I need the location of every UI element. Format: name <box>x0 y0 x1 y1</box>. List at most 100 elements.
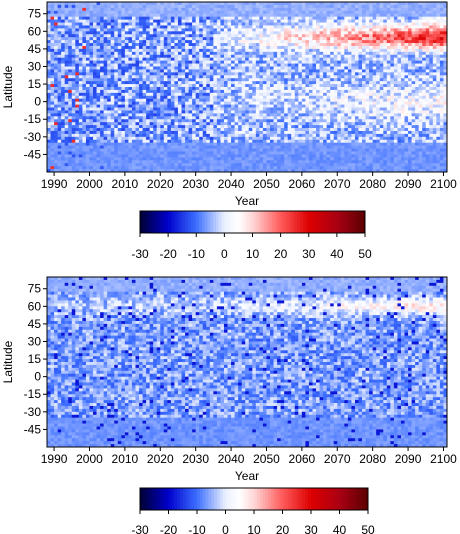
heatmap-cell <box>181 116 186 120</box>
heatmap-cell <box>85 48 90 53</box>
heatmap-cell <box>340 25 345 29</box>
heatmap-cell <box>262 125 267 129</box>
heatmap-cell <box>47 163 51 167</box>
heatmap-cell <box>213 2 218 6</box>
heatmap-cell <box>54 154 59 158</box>
heatmap-cell <box>213 142 218 147</box>
heatmap-cell <box>68 95 73 100</box>
heatmap-cell <box>75 110 80 114</box>
heatmap-cell <box>89 10 94 15</box>
heatmap-cell <box>316 160 320 164</box>
heatmap-cell <box>245 113 250 117</box>
heatmap-cell <box>316 13 320 18</box>
heatmap-cell <box>284 40 289 44</box>
heatmap-cell <box>308 130 313 135</box>
heatmap-cell <box>146 89 151 94</box>
heatmap-cell <box>121 60 126 64</box>
heatmap-cell <box>291 119 296 123</box>
heatmap-cell <box>185 66 189 70</box>
heatmap-cell <box>114 130 119 135</box>
heatmap-cell <box>139 130 143 135</box>
heatmap-cell <box>280 139 285 144</box>
heatmap-cell <box>308 75 313 79</box>
heatmap-cell <box>273 84 278 88</box>
heatmap-cell <box>326 43 331 47</box>
heatmap-cell <box>298 69 303 73</box>
heatmap-cell <box>294 122 299 126</box>
heatmap-cell <box>323 60 328 64</box>
heatmap-cell <box>188 92 193 97</box>
heatmap-cell <box>273 136 278 141</box>
heatmap-cell <box>284 107 289 111</box>
heatmap-cell <box>163 81 168 85</box>
heatmap-cell <box>100 87 105 91</box>
heatmap-cell <box>177 128 182 132</box>
heatmap-cell <box>277 7 282 12</box>
heatmap-cell <box>68 151 73 155</box>
heatmap-cell <box>252 92 257 97</box>
heatmap-cell <box>241 166 246 170</box>
heatmap-cell <box>340 151 345 155</box>
heatmap-cell <box>85 31 90 35</box>
heatmap-cell <box>337 28 342 32</box>
heatmap-cell <box>312 69 317 73</box>
heatmap-cell <box>156 28 161 32</box>
heatmap-cell <box>103 151 108 155</box>
heatmap-cell <box>344 125 349 129</box>
heatmap-cell <box>284 139 289 144</box>
heatmap-cell <box>284 116 289 120</box>
heatmap-cell <box>156 45 161 50</box>
heatmap-cell <box>121 84 126 88</box>
heatmap-cell <box>223 89 228 94</box>
heatmap-cell <box>100 69 105 73</box>
heatmap-cell <box>75 25 80 29</box>
heatmap-cell <box>344 51 349 56</box>
heatmap-cell <box>231 133 236 138</box>
heatmap-cell <box>231 81 236 85</box>
heatmap-cell <box>227 136 232 141</box>
heatmap-cell <box>110 84 115 88</box>
heatmap-cell <box>181 148 186 152</box>
heatmap-cell <box>50 166 55 170</box>
heatmap-cell <box>284 110 289 114</box>
heatmap-cell <box>248 139 253 144</box>
heatmap-cell <box>270 154 274 158</box>
heatmap-cell <box>291 142 296 147</box>
heatmap-cell <box>323 25 328 29</box>
heatmap-cell <box>181 28 186 32</box>
heatmap-cell <box>82 10 87 15</box>
heatmap-cell <box>248 95 253 100</box>
heatmap-cell <box>273 63 278 67</box>
heatmap-cell <box>107 63 112 67</box>
heatmap-cell <box>131 75 136 79</box>
heatmap-cell <box>344 107 349 111</box>
heatmap-cell <box>121 25 126 29</box>
heatmap-cell <box>61 89 66 94</box>
heatmap-cell <box>68 16 73 20</box>
heatmap-cell <box>103 142 108 147</box>
heatmap-cell <box>149 136 154 141</box>
heatmap-cell <box>326 69 331 73</box>
heatmap-cell <box>220 160 225 164</box>
heatmap-cell <box>277 142 282 147</box>
heatmap-cell <box>131 43 136 47</box>
heatmap-cell <box>287 95 292 100</box>
heatmap-cell <box>266 151 271 155</box>
heatmap-cell <box>273 89 278 94</box>
heatmap-cell <box>135 72 140 76</box>
heatmap-cell <box>333 16 338 20</box>
heatmap-cell <box>124 48 129 53</box>
heatmap-cell <box>273 142 278 147</box>
heatmap-cell <box>284 133 289 138</box>
heatmap-cell <box>344 10 349 15</box>
heatmap-cell <box>47 31 51 35</box>
heatmap-cell <box>71 107 76 111</box>
heatmap-cell <box>160 84 165 88</box>
heatmap-cell <box>121 151 126 155</box>
heatmap-cell <box>181 48 186 53</box>
heatmap-cell <box>202 78 207 82</box>
heatmap-cell <box>156 87 161 91</box>
heatmap-cell <box>160 139 165 144</box>
heatmap-cell <box>305 60 310 64</box>
heatmap-cell <box>277 104 282 108</box>
